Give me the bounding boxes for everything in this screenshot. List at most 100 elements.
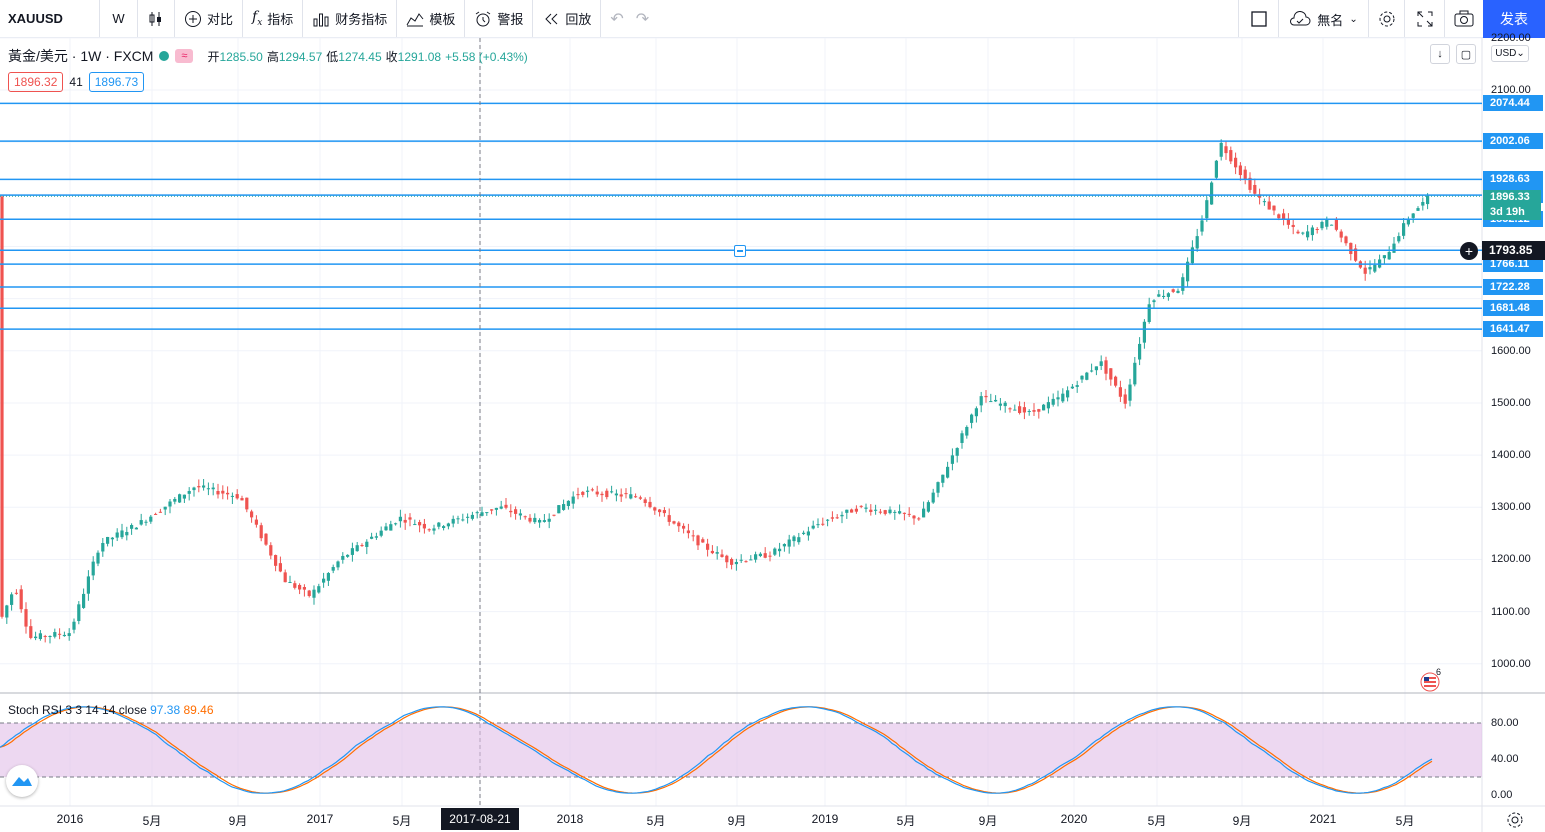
candle-body [331,567,335,571]
stoch-axis: 80.00 40.00 0.00 [1482,694,1545,806]
candle-body [389,524,393,531]
time-tick-label: 9月 [1232,814,1252,828]
candle-body [1344,236,1348,244]
symbol-search-button[interactable]: XAUUSD [0,0,100,38]
candle-body [1046,402,1050,409]
candle-body [1147,304,1151,323]
candle-body [1200,220,1204,232]
candle-body [811,525,815,529]
compare-button[interactable]: 对比 [175,0,244,38]
candle-body [370,536,374,539]
square-icon [1250,11,1267,27]
candle-body [758,553,762,557]
time-tick-label: 5月 [142,814,162,828]
candle-body [115,532,119,538]
candle-body [240,498,244,501]
spread-value: 41 [69,75,83,89]
chart-style-button[interactable] [138,0,175,38]
templates-label: 模板 [429,12,456,27]
candle-body [667,515,671,522]
candle-body [197,486,201,488]
candle-body [1416,208,1420,211]
candle-body [802,532,806,534]
replay-button[interactable]: 回放 [533,0,602,38]
undo-icon[interactable]: ↶ [610,10,624,28]
candle-body [1037,409,1041,412]
candle-body [110,537,114,540]
candle-body [1176,290,1180,293]
candle-body [1301,232,1305,234]
currency-selector[interactable]: USD ⌄ [1491,45,1529,62]
currency-label: USD [1495,48,1517,59]
time-axis[interactable]: 2016 5月 9月 2017 5月 2018 5月 9月 2019 5月 9月 2020 5月 9月 20… [0,806,1482,832]
candle-body [226,492,230,495]
ask-price[interactable]: 1896.73 [88,72,145,92]
redo-icon[interactable]: ↷ [635,10,650,28]
candle-body [1368,267,1372,270]
market-open-icon [159,51,170,61]
fullscreen-button[interactable] [1404,0,1444,38]
candle-body [643,499,647,503]
candle-body [917,518,921,520]
candles-icon [149,11,161,26]
candle-body [936,482,940,493]
financials-button[interactable]: 财务指标 [303,0,398,38]
interval-button[interactable]: W [100,0,138,38]
candle-body [1114,376,1118,386]
candle-body [614,493,618,496]
compare-label: 对比 [207,12,234,27]
candle-body [970,414,974,423]
price-axis[interactable]: 2074.442002.061928.631898.491852.121792.… [1482,32,1545,808]
time-tick-label: 5月 [392,814,412,828]
candle-body [898,511,902,514]
templates-button[interactable]: 模板 [397,0,466,38]
candle-body [394,523,398,525]
candle-body [682,525,686,529]
indicators-button[interactable]: fx 指标 [243,0,304,38]
candle-body [1229,150,1233,162]
candle-body [130,524,134,529]
publish-button[interactable]: 发表 [1483,0,1545,38]
alert-button[interactable]: 警报 [465,0,534,38]
candle-body [922,508,926,518]
candle-body [893,511,897,513]
candle-body [298,584,302,590]
cloud-check-icon [1290,11,1311,26]
candle-body [485,512,489,514]
economic-events-flag-icon[interactable]: 6 [1418,667,1446,697]
line-drag-handle[interactable] [734,245,746,257]
tradingview-logo-icon[interactable] [6,765,38,797]
candle-body [1234,157,1238,168]
snapshot-button[interactable] [1444,0,1483,38]
layout-name-button[interactable]: 無名 ⌄ [1278,0,1368,38]
candle-body [1210,182,1214,205]
candle-body [53,632,57,637]
bar-chart-icon [313,13,329,26]
maximize-pane-icon[interactable]: ▢ [1456,44,1476,64]
expand-icon [1417,11,1432,27]
candle-body [211,487,215,490]
candle-body [1042,404,1046,411]
candle-body [797,537,801,543]
arrow-down-icon[interactable]: ↓ [1430,44,1450,64]
candle-body [29,626,33,638]
candle-body [1171,289,1175,292]
candle-body [62,634,66,637]
candle-body [1258,194,1262,198]
bid-price[interactable]: 1896.32 [8,72,64,92]
candle-body [883,510,887,514]
candle-body [552,514,556,516]
time-tick-label: 5月 [896,814,916,828]
candle-body [1061,393,1065,402]
fullscreen-layout-button[interactable] [1238,0,1278,38]
add-line-icon[interactable]: + [1460,242,1478,260]
settings-button[interactable] [1368,0,1404,38]
candle-body [350,548,354,555]
candle-body [840,514,844,517]
candle-body [1138,343,1142,360]
candle-body [1003,402,1007,407]
gear-icon[interactable] [1505,810,1525,830]
candle-body [720,554,724,557]
candle-body [1066,390,1070,398]
